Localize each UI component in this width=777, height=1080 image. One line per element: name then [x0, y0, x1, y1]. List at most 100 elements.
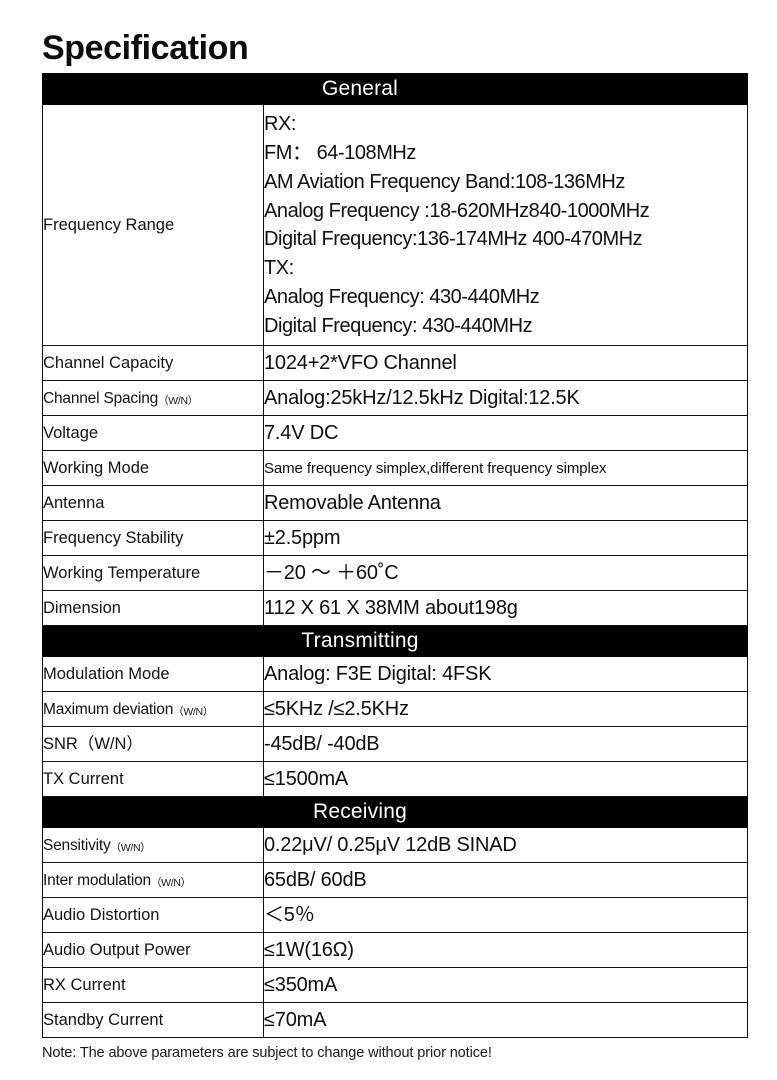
- spec-label: Inter modulation: [43, 871, 151, 889]
- table-row: Voltage 7.4V DC: [42, 415, 748, 452]
- spec-label-cell: Channel Spacing（W/N）: [42, 380, 264, 417]
- table-row: Dimension 112 X 61 X 38MM about198g: [42, 590, 748, 627]
- section-header-cell: General: [42, 73, 748, 106]
- table-row: Frequency Range RX: FM： 64-108MHz AM Aviati…: [42, 104, 748, 347]
- spec-value: 1024+2*VFO Channel: [264, 352, 457, 375]
- spec-label-cell: Frequency Stability: [42, 520, 264, 557]
- table-row: Audio Distortion ＜5％: [42, 897, 748, 934]
- spec-value-cell: ≤350mA: [263, 967, 748, 1004]
- table-row: RX Current ≤350mA: [42, 967, 748, 1004]
- spec-value: －20 ～ ＋60˚C: [264, 562, 399, 585]
- spec-value-cell: Analog:25kHz/12.5kHz Digital:12.5K: [263, 380, 748, 417]
- spec-label-cell: Working Mode: [42, 450, 264, 487]
- spec-label: Antenna: [43, 494, 105, 513]
- spec-value: ＜5％: [264, 904, 315, 927]
- spec-label-cell: Audio Distortion: [42, 897, 264, 934]
- spec-value-cell: 1024+2*VFO Channel: [263, 345, 748, 382]
- spec-value-cell: Analog: F3E Digital: 4FSK: [263, 656, 748, 693]
- spec-value: 0.22μV/ 0.25μV 12dB SINAD: [264, 834, 517, 857]
- spec-label-cell: Dimension: [42, 590, 264, 627]
- spec-value-line: Digital Frequency: 430-440MHz: [264, 314, 533, 337]
- spec-value: Same frequency simplex,different frequen…: [264, 459, 607, 477]
- spec-label: Modulation Mode: [43, 665, 170, 684]
- spec-label-cell: SNR（W/N）: [42, 726, 264, 763]
- spec-label: Dimension: [43, 599, 121, 618]
- spec-value: ≤1500mA: [264, 768, 349, 791]
- spec-value-line: TX:: [264, 257, 294, 280]
- spec-value-line: Digital Frequency:136-174MHz 400-470MHz: [264, 228, 643, 251]
- spec-value: Removable Antenna: [264, 492, 441, 515]
- spec-value-cell: ≤70mA: [263, 1002, 748, 1039]
- specification-table: General Frequency Range RX: FM： 64-108MHz AM…: [42, 73, 748, 1039]
- table-row: Audio Output Power ≤1W(16Ω): [42, 932, 748, 969]
- spec-value: -45dB/ -40dB: [264, 733, 380, 756]
- table-row: Inter modulation（W/N） 65dB/ 60dB: [42, 862, 748, 899]
- section-header-row: Transmitting: [42, 625, 748, 658]
- spec-label: Channel Capacity: [43, 354, 174, 373]
- table-row: Working Mode Same frequency simplex,diffe…: [42, 450, 748, 487]
- spec-value-line: AM Aviation Frequency Band:108-136MHz: [264, 170, 625, 193]
- spec-label: Maximum deviation: [43, 700, 174, 718]
- spec-label-cell: Frequency Range: [42, 104, 264, 347]
- spec-value-cell: Removable Antenna: [263, 485, 748, 522]
- spec-value-cell: 112 X 61 X 38MM about198g: [263, 590, 748, 627]
- spec-label: Working Mode: [43, 459, 150, 478]
- spec-label-cell: Channel Capacity: [42, 345, 264, 382]
- spec-label: Sensitivity: [43, 836, 111, 854]
- spec-label-qualifier: （W/N）: [150, 876, 191, 889]
- spec-value: 7.4V DC: [264, 422, 339, 445]
- spec-label-cell: Antenna: [42, 485, 264, 522]
- spec-label: SNR（W/N）: [43, 735, 143, 754]
- section-title: Receiving: [312, 800, 407, 824]
- section-header-cell: Transmitting: [42, 625, 748, 658]
- spec-label: TX Current: [43, 770, 124, 789]
- spec-value-cell: RX: FM： 64-108MHz AM Aviation Frequency Ba…: [263, 104, 748, 347]
- spec-value-line: Analog Frequency: 430-440MHz: [264, 285, 540, 308]
- spec-label: Channel Spacing: [43, 389, 159, 407]
- spec-value-line: Analog Frequency :18-620MHz840-1000MHz: [264, 199, 650, 222]
- spec-label: Audio Output Power: [43, 941, 191, 960]
- spec-label-cell: TX Current: [42, 761, 264, 798]
- spec-value: 112 X 61 X 38MM about198g: [264, 597, 518, 620]
- spec-value-cell: －20 ～ ＋60˚C: [263, 555, 748, 592]
- spec-value-cell: ±2.5ppm: [263, 520, 748, 557]
- section-title: General: [321, 77, 399, 101]
- spec-label: Frequency Range: [43, 216, 175, 235]
- spec-value-cell: Same frequency simplex,different frequen…: [263, 450, 748, 487]
- spec-label: Audio Distortion: [43, 906, 160, 925]
- table-row: TX Current ≤1500mA: [42, 761, 748, 798]
- table-row: Channel Spacing（W/N） Analog:25kHz/12.5kHz…: [42, 380, 748, 417]
- spec-value-cell: ≤5KHz /≤2.5KHz: [263, 691, 748, 728]
- spec-label-cell: Sensitivity（W/N）: [42, 827, 264, 864]
- spec-label: RX Current: [43, 976, 126, 995]
- spec-label-cell: Audio Output Power: [42, 932, 264, 969]
- table-row: Standby Current ≤70mA: [42, 1002, 748, 1039]
- spec-value-line: RX:: [264, 113, 296, 136]
- spec-label-cell: Maximum deviation（W/N）: [42, 691, 264, 728]
- spec-label: Frequency Stability: [43, 529, 184, 548]
- table-row: Antenna Removable Antenna: [42, 485, 748, 522]
- spec-label-cell: RX Current: [42, 967, 264, 1004]
- table-row: Maximum deviation（W/N） ≤5KHz /≤2.5KHz: [42, 691, 748, 728]
- page-title: Specification: [42, 29, 249, 67]
- table-row: Channel Capacity 1024+2*VFO Channel: [42, 345, 748, 382]
- section-title: Transmitting: [301, 629, 419, 653]
- section-header-cell: Receiving: [42, 796, 748, 829]
- spec-value-cell: 65dB/ 60dB: [263, 862, 748, 899]
- footer-note: Note: The above parameters are subject t…: [42, 1045, 492, 1062]
- spec-value-cell: 7.4V DC: [263, 415, 748, 452]
- spec-label-cell: Working Temperature: [42, 555, 264, 592]
- spec-label: Standby Current: [43, 1011, 164, 1030]
- spec-label-qualifier: （W/N）: [173, 705, 214, 718]
- section-header-row: Receiving: [42, 796, 748, 829]
- table-row: Frequency Stability ±2.5ppm: [42, 520, 748, 557]
- specification-table-body: General Frequency Range RX: FM： 64-108MHz AM…: [42, 73, 748, 1039]
- spec-value: ≤350mA: [264, 974, 338, 997]
- spec-label: Working Temperature: [43, 564, 201, 583]
- table-row: Working Temperature －20 ～ ＋60˚C: [42, 555, 748, 592]
- spec-value: ±2.5ppm: [264, 527, 341, 550]
- spec-label-cell: Modulation Mode: [42, 656, 264, 693]
- spec-label-cell: Voltage: [42, 415, 264, 452]
- spec-value-cell: ≤1500mA: [263, 761, 748, 798]
